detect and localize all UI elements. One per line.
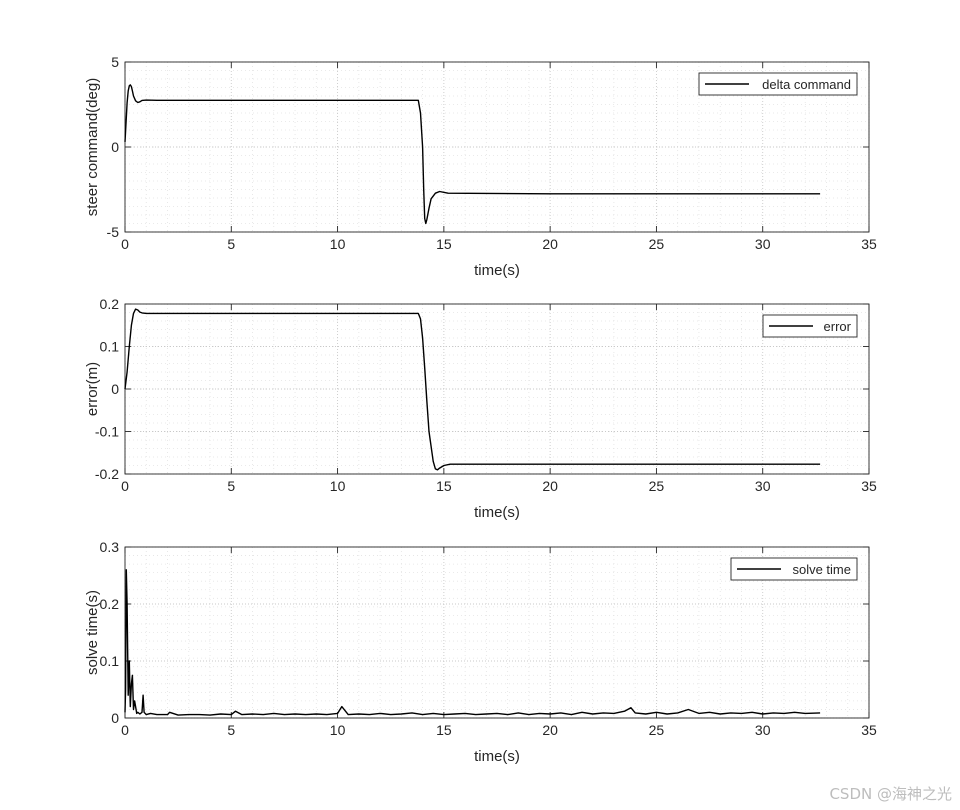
y-tick-label: 0.2 (100, 296, 120, 312)
y-tick-label: 5 (111, 54, 119, 70)
series-line-1 (124, 84, 821, 225)
y-axis-label: steer command(deg) (84, 78, 101, 216)
legend: error (762, 314, 858, 338)
legend-entry: delta command (762, 77, 851, 92)
y-tick-label: 0 (111, 139, 119, 155)
legend-box (698, 72, 858, 96)
x-tick-label: 35 (861, 236, 877, 252)
x-tick-label: 5 (227, 478, 235, 494)
x-tick-label: 35 (861, 478, 877, 494)
y-tick-label: 0.1 (100, 653, 120, 669)
legend: solve time (730, 557, 858, 581)
x-tick-label: 15 (436, 236, 452, 252)
x-tick-label: 25 (649, 478, 665, 494)
legend-entry: error (824, 319, 852, 334)
y-axis-label: error(m) (84, 362, 101, 416)
axes-box (124, 546, 870, 719)
x-tick-label: 5 (227, 236, 235, 252)
x-axis-label: time(s) (474, 262, 520, 279)
chart-3: 0 5 10 15 20 25 30 35 0 0.1 0.2 0.3 time(s) solve tim… (84, 539, 877, 765)
y-tick-label: 0.2 (100, 596, 120, 612)
x-tick-label: 15 (436, 722, 452, 738)
x-tick-label: 35 (861, 722, 877, 738)
y-tick-label: 0 (111, 381, 119, 397)
series-line-1 (124, 308, 821, 471)
x-tick-label: 10 (330, 722, 346, 738)
x-tick-label: 0 (121, 478, 129, 494)
legend-entry: solve time (792, 562, 851, 577)
y-tick-label: 0.1 (100, 339, 120, 355)
legend: delta command (698, 72, 858, 96)
y-tick-label: 0.3 (100, 539, 120, 555)
y-tick-label: -5 (107, 224, 120, 240)
x-tick-label: 30 (755, 722, 771, 738)
watermark: CSDN @海神之光 (829, 785, 952, 803)
y-axis-label: solve time(s) (84, 590, 101, 675)
x-tick-label: 25 (649, 236, 665, 252)
x-tick-label: 20 (542, 236, 558, 252)
x-tick-label: 0 (121, 722, 129, 738)
x-tick-label: 10 (330, 236, 346, 252)
y-tick-label: -0.1 (95, 424, 119, 440)
y-tick-label: -0.2 (95, 466, 119, 482)
x-tick-label: 5 (227, 722, 235, 738)
x-tick-label: 30 (755, 478, 771, 494)
x-axis-label: time(s) (474, 504, 520, 521)
x-tick-label: 15 (436, 478, 452, 494)
x-axis-label: time(s) (474, 748, 520, 765)
x-tick-label: 20 (542, 722, 558, 738)
legend-box (730, 557, 858, 581)
x-tick-label: 30 (755, 236, 771, 252)
x-tick-label: 10 (330, 478, 346, 494)
series-line-1 (124, 569, 821, 716)
y-tick-label: 0 (111, 710, 119, 726)
x-tick-label: 25 (649, 722, 665, 738)
minor-grid (125, 547, 869, 718)
x-tick-label: 20 (542, 478, 558, 494)
minor-grid (125, 304, 869, 474)
chart-2: 0 5 10 15 20 25 30 35 -0.2 -0.1 0 0.1 0.2 time(s) erro… (84, 296, 877, 521)
x-tick-label: 0 (121, 236, 129, 252)
